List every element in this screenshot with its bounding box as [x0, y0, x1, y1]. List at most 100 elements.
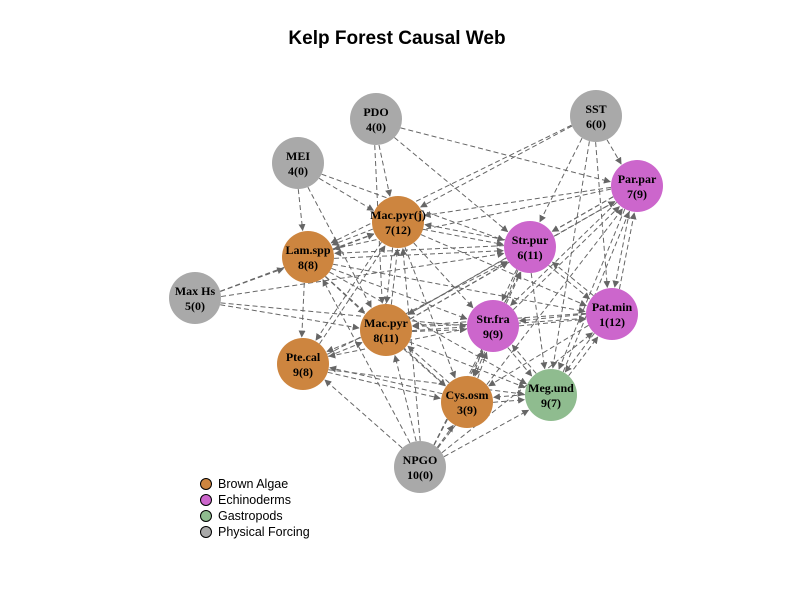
legend-label: Gastropods	[218, 509, 283, 523]
node-count-label: 6(11)	[517, 248, 542, 262]
node-circle	[372, 196, 424, 248]
node-name-label: Mac.pyr	[364, 316, 408, 330]
node-circle	[360, 304, 412, 356]
echinoderms-swatch	[200, 494, 212, 506]
gastropods-swatch	[200, 510, 212, 522]
node-circle	[350, 93, 402, 145]
edge-PDO-to-Mac	[374, 145, 386, 304]
edge-Mac-to-Pat	[412, 315, 586, 332]
edge-NPGO-to-Meg	[443, 409, 530, 458]
legend-item: Physical Forcing	[200, 524, 310, 540]
node-name-label: Str.fra	[476, 312, 509, 326]
legend-label: Physical Forcing	[218, 525, 310, 539]
edge-StrF-to-Cys	[472, 349, 483, 377]
node-maxhs: Max Hs5(0)	[169, 272, 221, 324]
node-count-label: 9(9)	[483, 327, 503, 341]
edge-Lam-to-MacJ	[332, 233, 375, 251]
edge-Meg-to-Par	[562, 211, 630, 373]
legend-item: Gastropods	[200, 508, 310, 524]
edge-StrF-to-Pat	[519, 316, 587, 327]
edge-SST-to-MacJ	[420, 125, 573, 208]
edge-PDO-to-Par	[400, 127, 611, 184]
edge-MacJ-to-Cys	[404, 246, 457, 379]
node-count-label: 10(0)	[407, 468, 433, 482]
edge-SST-to-Meg	[550, 141, 590, 369]
edge-Mac-to-StrF	[412, 326, 467, 334]
edge-MacJ-to-StrP	[422, 228, 504, 247]
edge-StrP-to-Lam	[334, 245, 504, 257]
edge-StrF-to-Par	[513, 206, 620, 311]
edge-Cys-to-Meg	[493, 396, 525, 404]
node-count-label: 8(11)	[373, 331, 398, 345]
legend-label: Echinoderms	[218, 493, 291, 507]
edge-Lam-to-Pat	[333, 263, 586, 314]
legend-label: Brown Algae	[218, 477, 289, 491]
legend-item: Brown Algae	[200, 476, 310, 492]
edge-Pte-to-Meg	[328, 369, 525, 397]
edge-SST-to-Lam	[330, 124, 572, 244]
edge-Par-to-Meg	[558, 208, 626, 370]
node-circle	[525, 369, 577, 421]
edge-SST-to-StrP	[539, 137, 583, 223]
edge-Pat-to-Cys	[488, 324, 589, 387]
node-circle	[504, 221, 556, 273]
legend-item: Echinoderms	[200, 492, 310, 508]
node-circle	[169, 272, 221, 324]
node-count-label: 4(0)	[288, 164, 308, 178]
edge-NPGO-to-Cys	[436, 424, 454, 448]
node-name-label: Lam.spp	[285, 243, 330, 257]
edge-Pte-to-StrP	[327, 261, 508, 355]
node-circle	[272, 137, 324, 189]
edge-Pte-to-Cys	[327, 371, 441, 401]
edge-Pat-to-Meg	[564, 332, 595, 373]
edge-MEI-to-Lam	[297, 189, 306, 232]
legend: Brown Algae Echinoderms Gastropods Physi…	[200, 476, 310, 540]
edge-PDO-to-MacJ	[378, 144, 393, 197]
edge-StrP-to-Pat	[548, 264, 591, 300]
edge-Par-to-StrF	[510, 201, 617, 306]
edge-Mac-to-Pte	[326, 337, 362, 353]
edge-Mac-to-Par	[409, 201, 616, 320]
edge-NPGO-to-Pat	[441, 332, 593, 454]
edge-MacJ-to-Pte	[315, 241, 382, 341]
edge-Pat-to-Mac	[412, 312, 586, 329]
node-circle	[611, 160, 663, 212]
node-count-label: 3(9)	[457, 403, 477, 417]
edge-Par-to-MacJ	[423, 186, 611, 219]
edge-StrP-to-Meg	[530, 273, 548, 370]
physical-forcing-swatch	[200, 526, 212, 538]
edge-NPGO-to-Pte	[324, 379, 403, 449]
edge-Cys-to-Mac	[407, 345, 450, 384]
edge-Par-to-Pat	[612, 210, 631, 288]
edge-SST-to-Par	[606, 139, 622, 165]
edge-PDO-to-StrP	[394, 137, 509, 233]
edge-Mac-to-Cys	[403, 348, 446, 387]
edge-MaxHs-to-StrF	[220, 302, 467, 329]
edge-Mac-to-MacJ	[390, 248, 401, 305]
edge-Pte-to-MacJ	[319, 245, 386, 345]
node-macj: Mac.pyr(j)7(12)	[370, 196, 426, 248]
node-name-label: Meg.und	[528, 381, 574, 395]
edge-Pat-to-StrF	[518, 313, 586, 324]
edge-MEI-to-MacJ	[318, 177, 375, 211]
edge-Lam-to-Meg	[329, 271, 527, 385]
edge-Par-to-Mac	[407, 196, 614, 315]
edge-Pat-to-StrP	[551, 261, 594, 297]
edge-MacJ-to-Lam	[331, 228, 374, 246]
edge-Meg-to-StrF	[511, 344, 537, 374]
diagram-title: Kelp Forest Causal Web	[288, 28, 506, 49]
edge-Pte-to-Mac	[327, 341, 363, 357]
node-count-label: 8(8)	[298, 258, 318, 272]
